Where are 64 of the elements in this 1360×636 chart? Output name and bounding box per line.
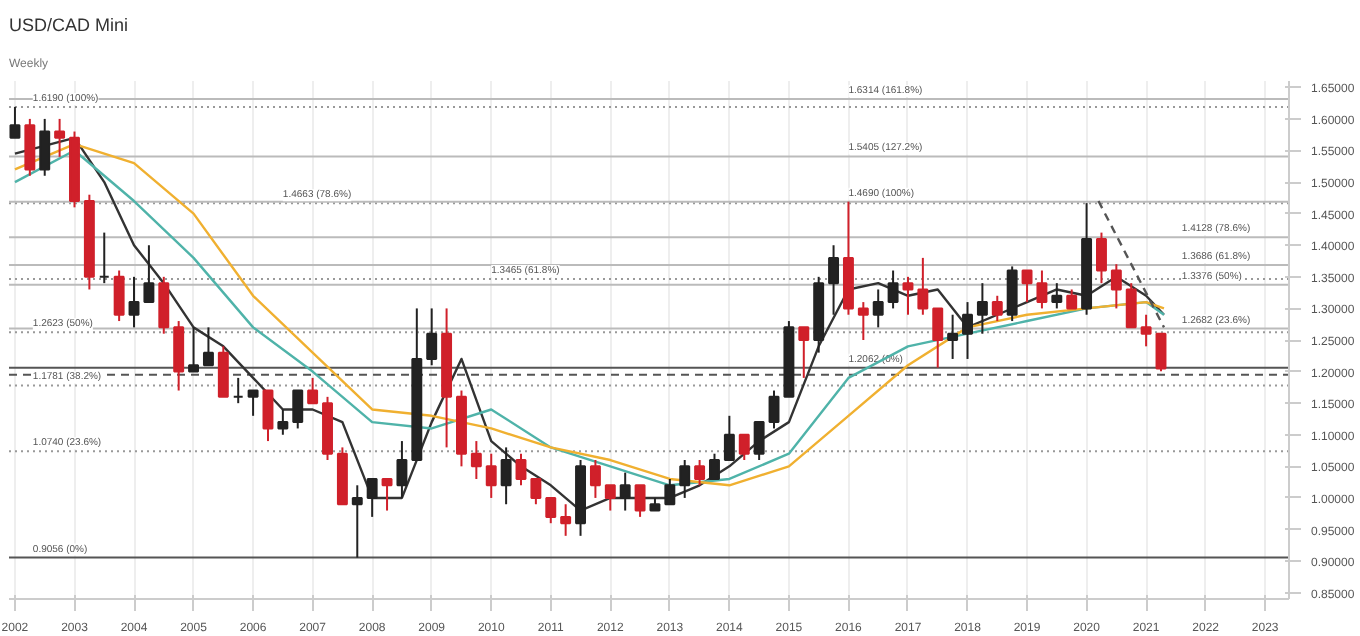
candlestick: [545, 496, 557, 525]
candlestick: [768, 389, 780, 430]
candlestick: [515, 452, 527, 487]
candlestick: [307, 376, 319, 405]
candlestick: [113, 269, 125, 323]
candlestick: [500, 446, 512, 506]
candlestick: [24, 117, 36, 177]
candlestick: [976, 282, 988, 335]
candlestick: [262, 389, 274, 443]
candlestick: [396, 440, 408, 499]
candlestick: [709, 452, 720, 480]
candlestick: [723, 414, 735, 462]
candlestick: [694, 459, 706, 487]
candlestick: [217, 345, 229, 398]
candlestick: [1021, 269, 1033, 304]
candlestick: [485, 452, 497, 499]
candlestick: [143, 244, 155, 304]
candlestick: [54, 117, 66, 158]
candlestick: [128, 275, 140, 329]
candlestick: [292, 389, 304, 430]
candlestick: [173, 320, 185, 392]
candlestick: [1066, 288, 1078, 310]
chart-title: USD/CAD Mini: [9, 15, 129, 35]
candlestick: [1110, 263, 1122, 310]
candlestick: [664, 477, 676, 506]
candlestick: [351, 484, 363, 559]
candlestick: [917, 256, 929, 316]
candlestick: [1096, 231, 1107, 285]
candlestick: [530, 477, 542, 506]
candlestick: [589, 459, 601, 499]
candlestick: [1125, 282, 1137, 329]
candlestick: [902, 275, 914, 316]
candlestick: [247, 389, 259, 417]
candlestick: [872, 288, 884, 329]
candlestick: [738, 433, 750, 462]
candlestick: [947, 313, 959, 360]
candlestick: [932, 307, 944, 369]
candlestick: [366, 477, 378, 518]
candlestick: [158, 275, 170, 335]
candlestick: [619, 471, 631, 512]
candlestick: [753, 421, 765, 462]
candlestick: [277, 408, 289, 436]
candlestick: [202, 326, 214, 367]
candlestick: [962, 301, 973, 360]
candlestick: [426, 307, 438, 367]
candlestick: [470, 440, 482, 480]
candlestick: [381, 477, 393, 512]
candlestick: [1140, 313, 1152, 348]
candlestick: [887, 269, 899, 310]
candlestick: [1155, 332, 1167, 373]
candlestick: [1036, 269, 1048, 310]
candlestick: [39, 117, 51, 177]
candlestick: [991, 294, 1003, 323]
candlestick: [188, 326, 200, 373]
candlestick: [604, 484, 616, 512]
candlestick: [679, 459, 691, 499]
candlestick: [857, 301, 869, 341]
candlestick: [1051, 282, 1063, 310]
candlestick: [798, 326, 810, 379]
candlestick: [634, 484, 646, 518]
candlestick: [1006, 265, 1018, 323]
candlestick: [9, 105, 21, 139]
candlestick: [828, 244, 840, 316]
candlestick: [560, 503, 572, 537]
